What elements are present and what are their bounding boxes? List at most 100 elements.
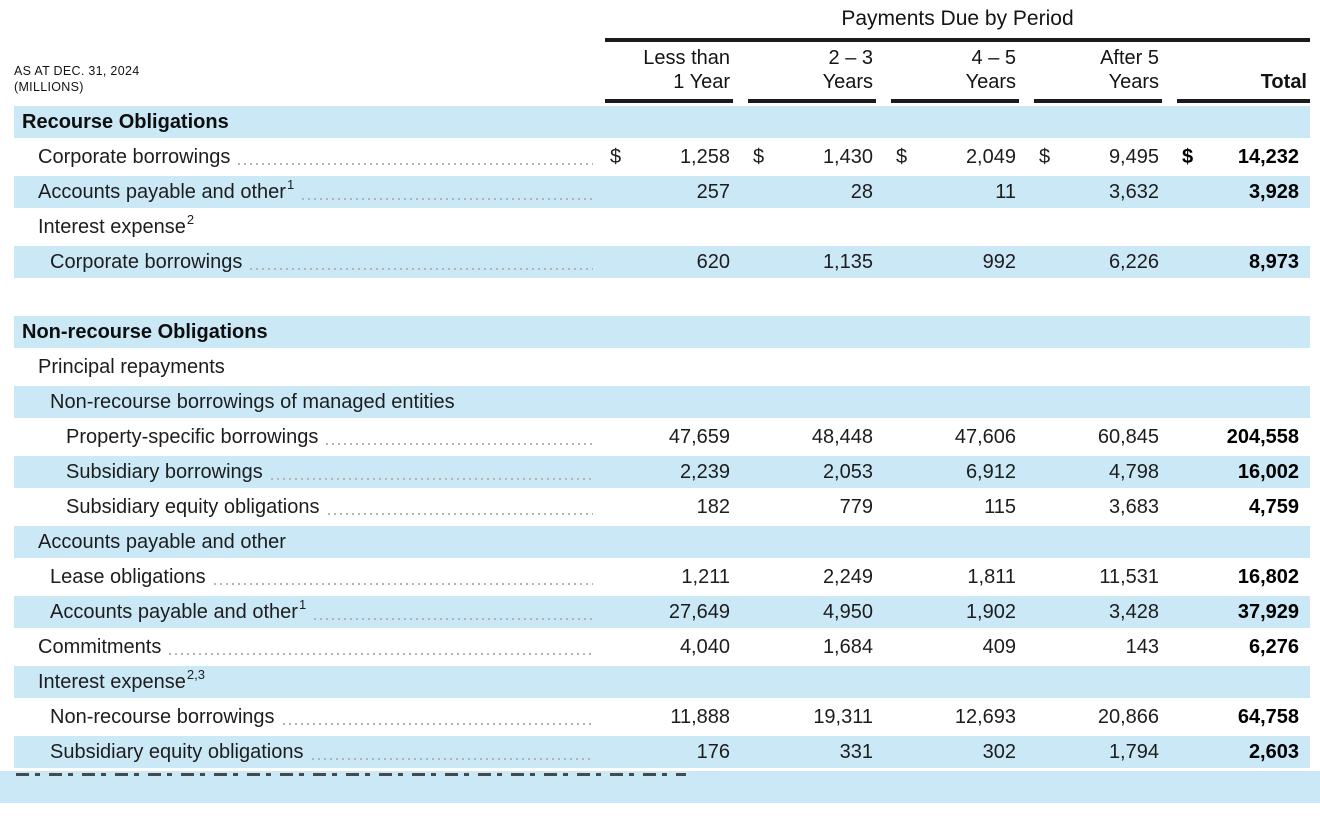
value-cell: 6,276: [1177, 631, 1310, 663]
value-cell: [1177, 351, 1310, 383]
value-cell: 60,845: [1034, 421, 1177, 453]
dot-leader: [326, 442, 593, 445]
truncated-next-row: [0, 771, 1320, 803]
table-row: Corporate borrowings $1,258 $1,430 $2,049 $9…: [14, 141, 1310, 173]
value-cell: [1034, 351, 1177, 383]
table-row: Principal repayments: [14, 351, 1310, 383]
value-cell: 4,040: [605, 631, 748, 663]
cell-value: 6,226: [1108, 250, 1159, 273]
table-row: Subsidiary borrowings 2,239 2,053 6,912 4,79…: [14, 456, 1310, 488]
dot-leader: [314, 617, 593, 620]
value-cell: 3,632: [1034, 176, 1177, 208]
cell-value: 1,794: [1108, 740, 1159, 763]
column-header-line2: Years: [1108, 71, 1159, 93]
column-header-line2: Years: [965, 71, 1016, 93]
table-row: Accounts payable and other 1 257 28 11 3,632 3…: [14, 176, 1310, 208]
value-cell: 28: [748, 176, 891, 208]
table-row: Non-recourse borrowings 11,888 19,311 12,69…: [14, 701, 1310, 733]
column-header: Total: [1177, 45, 1310, 103]
value-cell: [1177, 386, 1310, 418]
value-cell: 3,683: [1034, 491, 1177, 523]
value-cell: [1034, 106, 1177, 138]
cell-value: 176: [696, 740, 730, 763]
value-cell: [605, 386, 748, 418]
value-cell: 64,758: [1177, 701, 1310, 733]
row-label-cell: Property-specific borrowings: [14, 421, 605, 453]
value-cell: [1177, 666, 1310, 698]
as-at-units: (MILLIONS): [14, 79, 84, 94]
row-label: Corporate borrowings: [50, 250, 243, 273]
table-row: Interest expense 2,3: [14, 666, 1310, 698]
value-cell: 302: [891, 736, 1034, 768]
dot-leader: [302, 197, 593, 200]
cell-value: 257: [696, 180, 730, 203]
value-cell: [605, 666, 748, 698]
cell-value: 60,845: [1097, 425, 1159, 448]
cell-value: 1,135: [822, 250, 873, 273]
cell-value: 16,002: [1237, 460, 1299, 483]
value-cell: 2,239: [605, 456, 748, 488]
value-cell: 331: [748, 736, 891, 768]
cell-value: 64,758: [1237, 705, 1299, 728]
value-cell: 27,649: [605, 596, 748, 628]
as-at-label: AS AT DEC. 31, 2024 (MILLIONS): [14, 64, 139, 95]
column-header-line2: Total: [1260, 71, 1307, 93]
value-cell: $9,495: [1034, 141, 1177, 173]
value-cell: [1034, 386, 1177, 418]
row-label: Non-recourse borrowings of managed entit…: [50, 390, 455, 413]
row-label: Subsidiary equity obligations: [66, 495, 320, 518]
truncated-text-fragment: [16, 772, 686, 776]
value-cell: [1034, 666, 1177, 698]
row-label-cell: Principal repayments: [14, 351, 605, 383]
value-cell: 1,794: [1034, 736, 1177, 768]
value-cell: [605, 211, 748, 243]
cell-value: 4,798: [1108, 460, 1159, 483]
dot-leader: [238, 162, 593, 165]
value-cell: 409: [891, 631, 1034, 663]
cell-value: 9,495: [1108, 145, 1159, 168]
row-label-cell: Accounts payable and other 1: [14, 596, 605, 628]
cell-value: 6,912: [965, 460, 1016, 483]
cell-value: 302: [982, 740, 1016, 763]
value-cell: 37,929: [1177, 596, 1310, 628]
cell-value: 11: [995, 180, 1016, 203]
table-body: Recourse Obligations Corporate borrowings…: [14, 106, 1310, 768]
value-cell: 12,693: [891, 701, 1034, 733]
value-cell: 11,531: [1034, 561, 1177, 593]
dot-leader: [213, 582, 593, 585]
cell-value: 37,929: [1237, 600, 1299, 623]
value-cell: 2,053: [748, 456, 891, 488]
column-header-line1: After 5: [1100, 47, 1159, 69]
row-label: Property-specific borrowings: [66, 425, 319, 448]
cell-value: 1,684: [822, 635, 873, 658]
dot-leader: [169, 652, 593, 655]
value-cell: 204,558: [1177, 421, 1310, 453]
cell-value: 620: [696, 250, 730, 273]
column-header-line2: Years: [822, 71, 873, 93]
cell-value: 3,928: [1248, 180, 1299, 203]
column-header-line1: 2 – 3: [828, 47, 873, 69]
value-cell: [748, 351, 891, 383]
value-cell: [748, 386, 891, 418]
table-row: Lease obligations 1,211 2,249 1,811 11,531 16…: [14, 561, 1310, 593]
value-cell: [1177, 211, 1310, 243]
row-label-cell: Interest expense 2,3: [38, 667, 205, 693]
row-label: Commitments: [38, 635, 162, 658]
value-cell: [1177, 526, 1310, 558]
table-row: Accounts payable and other 1 27,649 4,950 1,…: [14, 596, 1310, 628]
value-cell: 992: [891, 246, 1034, 278]
cell-value: 16,802: [1237, 565, 1299, 588]
row-label: Interest expense: [38, 670, 186, 693]
cell-value: 143: [1125, 635, 1159, 658]
dollar-sign: $: [896, 145, 908, 168]
cell-value: 3,683: [1108, 495, 1159, 518]
cell-value: 2,239: [679, 460, 730, 483]
row-label-cell: Accounts payable and other: [14, 526, 605, 558]
cell-value: 4,950: [822, 600, 873, 623]
value-cell: 1,811: [891, 561, 1034, 593]
table-row: Non-recourse borrowings of managed entit…: [14, 386, 1310, 418]
value-cell: 1,211: [605, 561, 748, 593]
row-label: Recourse Obligations: [22, 110, 229, 133]
cell-value: 3,632: [1108, 180, 1159, 203]
dollar-sign: $: [1182, 145, 1194, 168]
